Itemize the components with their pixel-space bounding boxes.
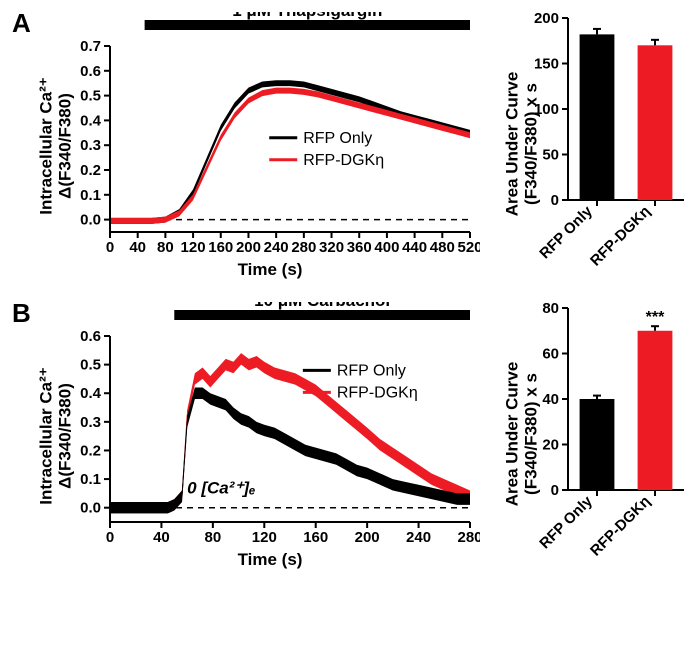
svg-text:480: 480 [430, 239, 455, 256]
panel-b-bar-wrap: Area Under Curve (F340/F380) x s 0204060… [520, 298, 690, 570]
svg-text:0: 0 [106, 239, 114, 256]
svg-text:0.2: 0.2 [80, 442, 101, 459]
svg-text:120: 120 [252, 529, 277, 546]
svg-text:RFP Only: RFP Only [536, 492, 596, 552]
panel-b-label: B [12, 298, 31, 329]
svg-text:200: 200 [355, 529, 380, 546]
svg-text:360: 360 [347, 239, 372, 256]
svg-text:0.1: 0.1 [80, 187, 101, 204]
svg-text:40: 40 [129, 239, 146, 256]
svg-text:240: 240 [264, 239, 289, 256]
panel-a-row: A Intracellular Ca²⁺ Δ(F340/F380) 1 μM T… [8, 8, 685, 280]
svg-text:10 μM Carbachol: 10 μM Carbachol [254, 302, 390, 310]
svg-text:0.2: 0.2 [80, 162, 101, 179]
svg-text:0 [Ca²⁺]ₑ: 0 [Ca²⁺]ₑ [187, 478, 256, 497]
svg-text:160: 160 [208, 239, 233, 256]
svg-text:0.5: 0.5 [80, 357, 101, 374]
panel-a-bar-ytitle: Area Under Curve (F340/F380) x s [503, 72, 540, 217]
svg-text:160: 160 [303, 529, 328, 546]
panel-b-bar-chart: 0 20 40 60 80 RFP OnlyRFP-DGKη *** [520, 298, 690, 570]
svg-text:240: 240 [406, 529, 431, 546]
svg-text:RFP-DGKη: RFP-DGKη [303, 152, 384, 169]
svg-text:0: 0 [106, 529, 114, 546]
svg-text:0.0: 0.0 [80, 500, 101, 517]
svg-text:RFP Only: RFP Only [536, 202, 596, 262]
panel-b-line-chart: 10 μM Carbachol 0.0 0.1 0.2 0.3 0.4 0.5 0.6 0 40 8… [60, 302, 480, 552]
svg-text:0.1: 0.1 [80, 471, 101, 488]
svg-text:50: 50 [542, 147, 559, 164]
svg-text:RFP Only: RFP Only [337, 362, 406, 379]
svg-text:0.5: 0.5 [80, 88, 101, 105]
svg-text:0.3: 0.3 [80, 414, 101, 431]
svg-text:80: 80 [157, 239, 174, 256]
svg-text:0: 0 [551, 482, 559, 499]
svg-text:200: 200 [236, 239, 261, 256]
panel-a-line-xtitle: Time (s) [60, 260, 480, 280]
svg-text:0.0: 0.0 [80, 212, 101, 229]
svg-text:20: 20 [542, 437, 559, 454]
panel-b-row: B Intracellular Ca²⁺ Δ(F340/F380) 10 μM … [8, 298, 685, 570]
svg-text:0.4: 0.4 [80, 112, 102, 129]
svg-text:0.6: 0.6 [80, 328, 101, 345]
svg-text:150: 150 [534, 56, 559, 73]
panel-b-line-xtitle: Time (s) [60, 550, 480, 570]
panel-b-bar-ytitle: Area Under Curve (F340/F380) x s [503, 362, 540, 507]
panel-a-line-wrap: A Intracellular Ca²⁺ Δ(F340/F380) 1 μM T… [60, 12, 480, 280]
panel-b-line-ytitle: Intracellular Ca²⁺ Δ(F340/F380) [37, 367, 74, 504]
svg-text:280: 280 [291, 239, 316, 256]
panel-b-line-wrap: B Intracellular Ca²⁺ Δ(F340/F380) 10 μM … [60, 302, 480, 570]
svg-text:***: *** [646, 309, 665, 326]
svg-text:280: 280 [457, 529, 480, 546]
svg-text:440: 440 [402, 239, 427, 256]
panel-a-label: A [12, 8, 31, 39]
svg-text:RFP-DGKη: RFP-DGKη [587, 203, 654, 270]
svg-text:RFP-DGKη: RFP-DGKη [337, 384, 418, 401]
svg-text:0.3: 0.3 [80, 137, 101, 154]
svg-text:200: 200 [534, 10, 559, 27]
panel-a-line-chart: 1 μM Thapsigargin 0.0 0.1 0.2 0.3 0.4 0.5 0.6 0.… [60, 12, 480, 262]
svg-text:400: 400 [374, 239, 399, 256]
figure: A Intracellular Ca²⁺ Δ(F340/F380) 1 μM T… [8, 8, 685, 570]
svg-text:60: 60 [542, 346, 559, 363]
svg-text:40: 40 [153, 529, 170, 546]
panel-a-line-ytitle: Intracellular Ca²⁺ Δ(F340/F380) [37, 77, 74, 214]
svg-text:40: 40 [542, 391, 559, 408]
svg-text:520: 520 [457, 239, 480, 256]
svg-text:RFP Only: RFP Only [303, 130, 372, 147]
svg-text:1 μM Thapsigargin: 1 μM Thapsigargin [232, 12, 382, 20]
svg-text:0: 0 [551, 192, 559, 209]
svg-text:320: 320 [319, 239, 344, 256]
svg-text:120: 120 [181, 239, 206, 256]
panel-a-bar-wrap: Area Under Curve (F340/F380) x s 0501001… [520, 8, 690, 280]
panel-a-bar-chart: 050100150200RFP OnlyRFP-DGKη [520, 8, 690, 280]
svg-text:80: 80 [205, 529, 222, 546]
svg-text:80: 80 [542, 300, 559, 317]
svg-text:0.4: 0.4 [80, 385, 102, 402]
svg-text:0.7: 0.7 [80, 38, 101, 55]
svg-text:0.6: 0.6 [80, 63, 101, 80]
svg-text:RFP-DGKη: RFP-DGKη [587, 493, 654, 560]
